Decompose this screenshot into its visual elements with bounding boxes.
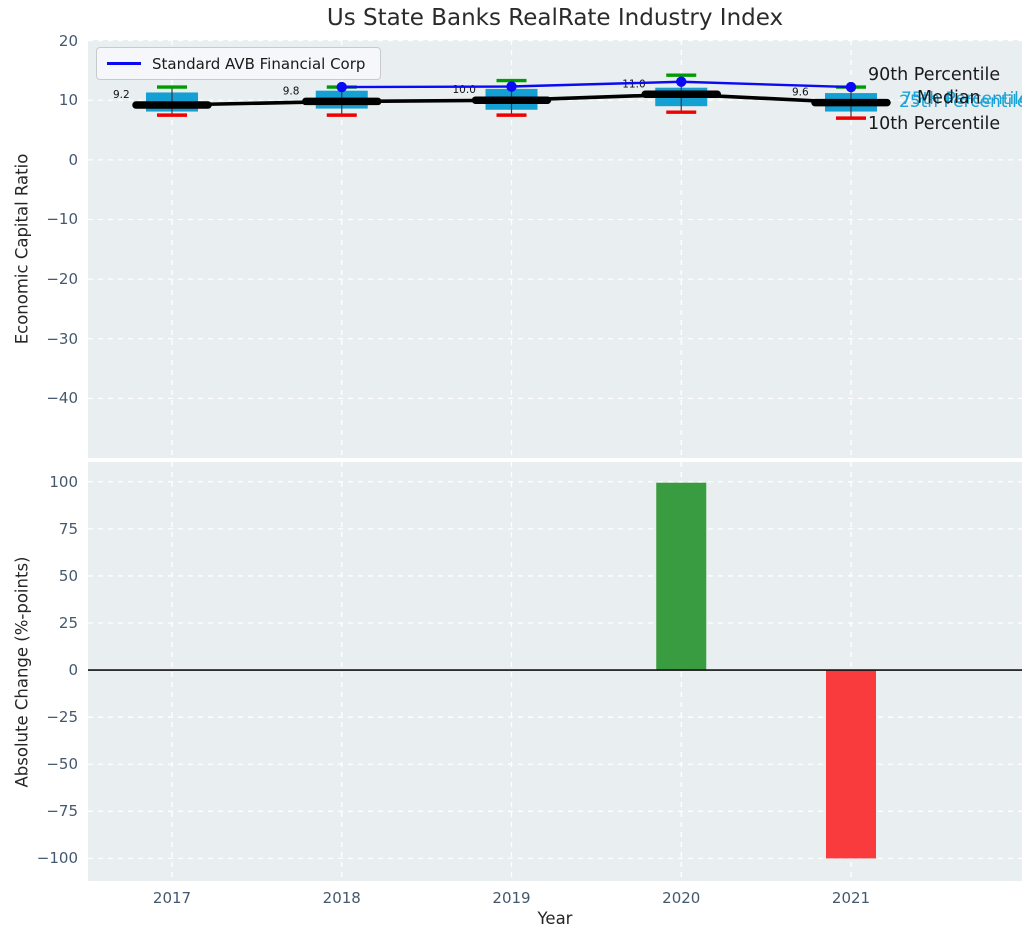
x-axis-label: Year	[537, 909, 573, 928]
x-tick-label: 2019	[492, 889, 531, 907]
label-75th-percentile: 75th Percentile	[901, 90, 1022, 109]
company-marker	[506, 81, 517, 92]
bottom-y-tick-label: 0	[68, 661, 78, 680]
bottom-y-tick-label: −50	[46, 755, 78, 774]
company-marker	[676, 76, 687, 87]
x-tick-label: 2018	[322, 889, 361, 907]
legend: Standard AVB Financial Corp	[96, 47, 382, 80]
label-10th-percentile: 10th Percentile	[868, 114, 1001, 134]
top-y-tick-label: 20	[58, 31, 78, 50]
median-annotation: 9.2	[113, 89, 130, 101]
bottom-y-tick-label: 25	[58, 614, 78, 632]
bottom-y-tick-label: −75	[46, 802, 78, 821]
boxplot-canvas: 9.2 9.8 10.0 11.09.6	[88, 40, 1022, 458]
box-group-2017	[146, 85, 198, 117]
chart-title: Us State Banks RealRate Industry Index	[326, 5, 784, 31]
bottom-y-tick-label: −100	[36, 849, 78, 868]
top-y-tick-label: −20	[46, 270, 78, 289]
top-y-tick-label: −40	[46, 389, 78, 408]
company-line	[341, 80, 852, 89]
x-tick-label: 2020	[662, 889, 701, 907]
top-y-tick-label: 0	[68, 150, 78, 169]
bottom-y-tick-label: −25	[46, 708, 78, 727]
legend-line-sample	[107, 62, 141, 65]
x-tick-label: 2017	[152, 889, 192, 907]
company-marker	[845, 81, 857, 93]
top-axes: 9.2 9.8 10.0 11.0 9.6	[88, 40, 1022, 458]
label-median: Median	[917, 88, 981, 108]
top-y-tick-label: −30	[46, 329, 78, 348]
label-25th-percentile: 25th Percentile	[899, 93, 1022, 112]
x-tick-label: 2021	[831, 889, 871, 907]
bottom-y-tick-label: 100	[49, 472, 78, 491]
bottom-y-tick-label: 75	[58, 519, 78, 538]
top-y-tick-label: 10	[58, 91, 78, 110]
legend-label: Standard AVB Financial Corp	[152, 54, 366, 73]
bottom-y-tick-label: 50	[58, 566, 78, 585]
bottom-axes	[88, 462, 1022, 881]
top-y-tick-label: −10	[46, 210, 78, 229]
barchart-canvas	[88, 462, 1022, 881]
top-y-axis-label: Economic Capital Ratio	[12, 153, 32, 345]
positive-change-bar	[656, 482, 707, 671]
median-annotation: 9.6	[792, 87, 809, 99]
label-90th-percentile: 90th Percentile	[868, 65, 1001, 85]
median-annotation: 9.8	[283, 85, 300, 97]
negative-change-bar	[826, 670, 876, 859]
company-marker	[336, 81, 347, 93]
